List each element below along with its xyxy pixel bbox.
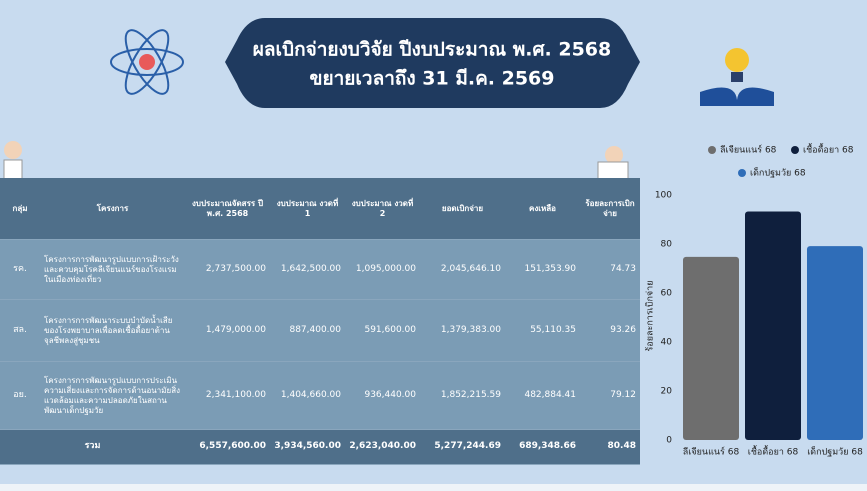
table-cell: งบประมาณ งวดที่ 1 — [270, 178, 345, 240]
table-cell: 2,341,100.00 — [185, 362, 270, 430]
title-line: ขยายเวลาถึง 31 มี.ค. 2569 — [309, 68, 554, 90]
table-cell: ร้อยละการเบิกจ่าย — [580, 178, 640, 240]
legend-label: เด็กปฐมวัย 68 — [750, 166, 806, 179]
table-cell: งบประมาณจัดสรร ปี พ.ศ. 2568 — [185, 178, 270, 240]
table-cell: งบประมาณ งวดที่ 2 — [345, 178, 420, 240]
table-cell: 2,737,500.00 — [185, 240, 270, 300]
y-tick-label: 80 — [661, 240, 673, 250]
legend-label: เชื้อดื้อยา 68 — [803, 143, 854, 156]
legend-label: ลีเจียนแนร์ 68 — [720, 144, 777, 156]
table-cell: รวม — [0, 430, 185, 465]
table-cell: 1,379,383.00 — [420, 300, 505, 362]
legend-swatch — [708, 146, 716, 154]
y-tick-label: 0 — [666, 436, 672, 446]
table-cell: 1,642,500.00 — [270, 240, 345, 300]
table-cell: 1,852,215.59 — [420, 362, 505, 430]
table-cell: สล. — [0, 300, 40, 362]
book-icon — [700, 48, 774, 106]
table-cell: รค. — [0, 240, 40, 300]
table-cell: โครงการการพัฒนาระบบบำบัดน้ำเสียของโรงพยา… — [40, 300, 185, 362]
table-cell: ยอดเบิกจ่าย — [420, 178, 505, 240]
table-cell: 1,095,000.00 — [345, 240, 420, 300]
x-tick-label: เด็กปฐมวัย 68 — [807, 445, 863, 458]
table-cell: 55,110.35 — [505, 300, 580, 362]
bar — [807, 246, 863, 440]
scientist-icons — [4, 141, 628, 180]
page: ผลเบิกจ่ายงบวิจัย ปีงบประมาณ พ.ศ. 2568 ข… — [0, 0, 867, 491]
table-cell: 2,045,646.10 — [420, 240, 505, 300]
table-cell: 591,600.00 — [345, 300, 420, 362]
title-box — [225, 18, 640, 108]
table-cell: 1,479,000.00 — [185, 300, 270, 362]
y-tick-label: 100 — [655, 191, 672, 201]
table-cell: คงเหลือ — [505, 178, 580, 240]
table-cell: โครงการ — [40, 178, 185, 240]
legend-swatch — [791, 146, 799, 154]
atom-icon — [111, 24, 183, 99]
title-line: ผลเบิกจ่ายงบวิจัย ปีงบประมาณ พ.ศ. 2568 — [253, 39, 611, 61]
legend-swatch — [738, 169, 746, 177]
bar — [745, 212, 801, 440]
table-cell: 689,348.66 — [505, 430, 580, 465]
table-cell: 482,884.41 — [505, 362, 580, 430]
table-cell: 887,400.00 — [270, 300, 345, 362]
y-tick-label: 20 — [661, 387, 673, 397]
table-cell: 5,277,244.69 — [420, 430, 505, 465]
x-tick-label: เชื้อดื้อยา 68 — [748, 445, 799, 458]
table-cell: 1,404,660.00 — [270, 362, 345, 430]
y-tick-label: 40 — [661, 338, 673, 348]
table-cell: 74.73 — [580, 240, 640, 300]
y-tick-label: 60 — [661, 289, 673, 299]
footer-strip — [0, 484, 867, 491]
table-cell: โครงการการพัฒนารูปแบบการเฝ้าระวังและควบค… — [40, 240, 185, 300]
table-cell: กลุ่ม — [0, 178, 40, 240]
table-cell: 936,440.00 — [345, 362, 420, 430]
table-cell: 2,623,040.00 — [345, 430, 420, 465]
table-cell: 93.26 — [580, 300, 640, 362]
table-cell: 151,353.90 — [505, 240, 580, 300]
y-axis-label: ร้อยละการเบิกจ่าย — [645, 280, 656, 351]
table-cell: อย. — [0, 362, 40, 430]
table-cell: 3,934,560.00 — [270, 430, 345, 465]
table-cell: 80.48 — [580, 430, 640, 465]
table-cell: 79.12 — [580, 362, 640, 430]
table-cell: โครงการการพัฒนารูปแบบการประเมินความเสี่ย… — [40, 362, 185, 430]
table-cell: 6,557,600.00 — [185, 430, 270, 465]
x-tick-label: ลีเจียนแนร์ 68 — [683, 446, 740, 458]
bar — [683, 257, 739, 440]
